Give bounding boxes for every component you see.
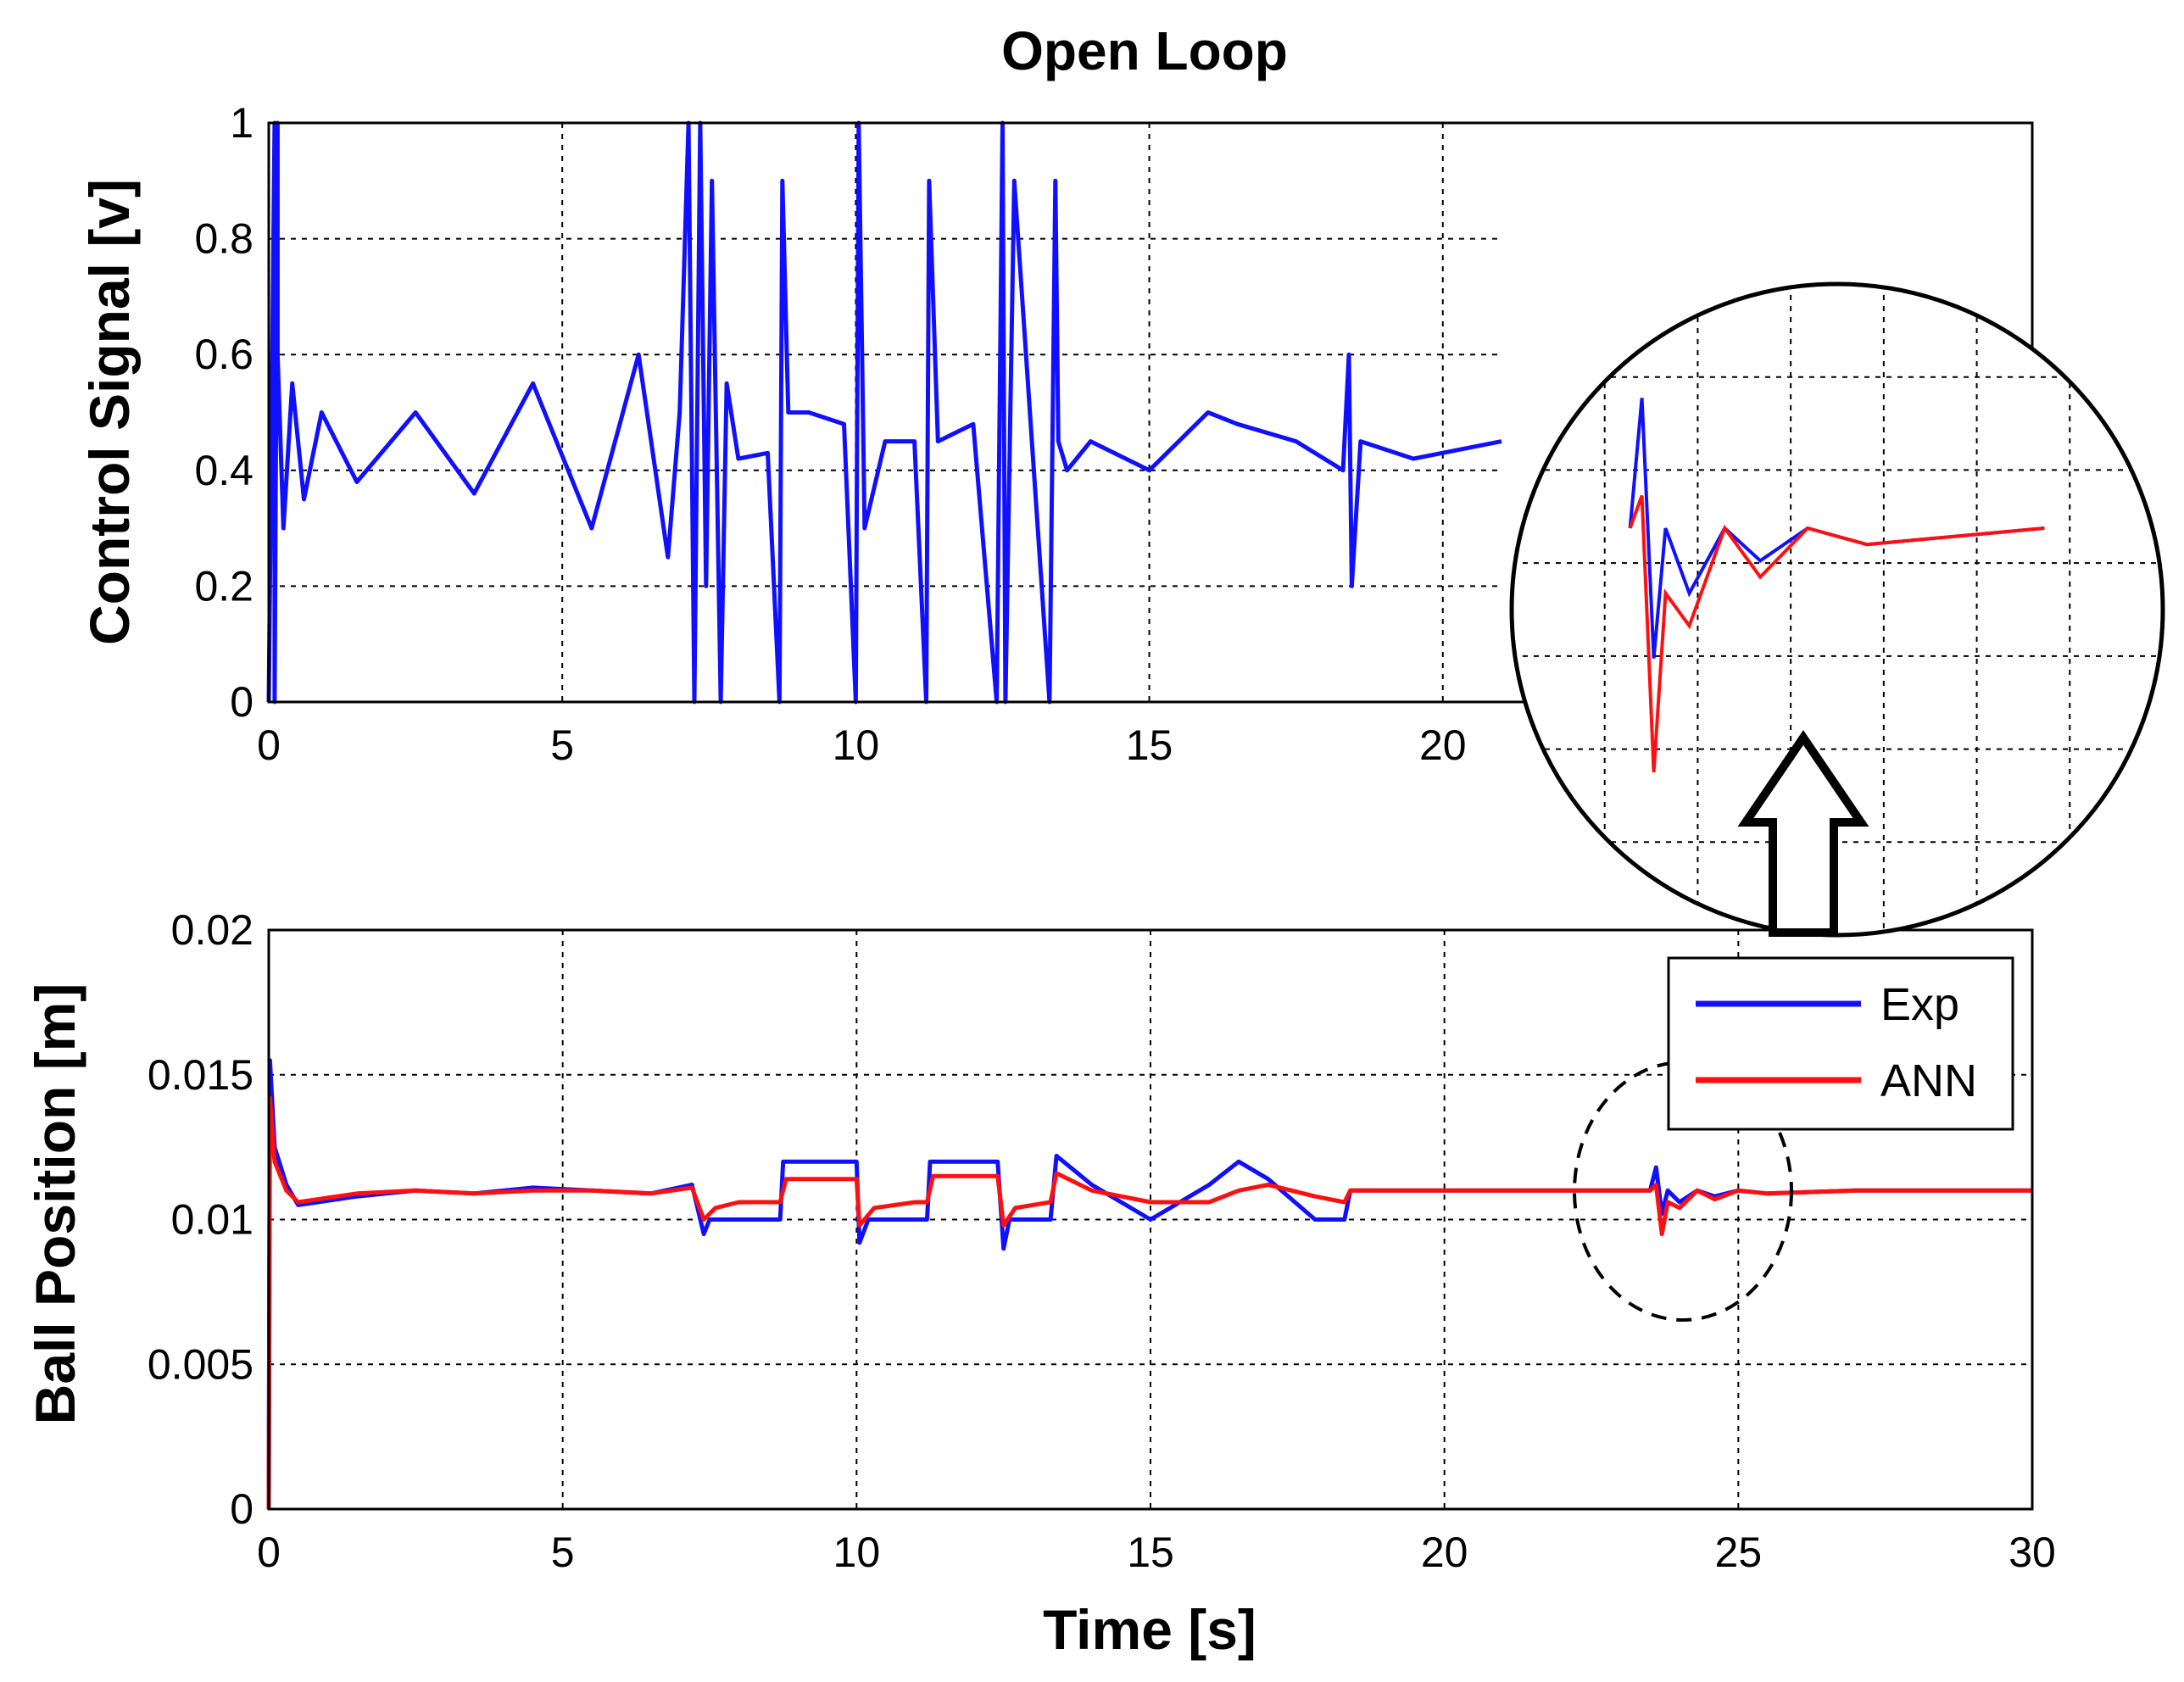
bottom-xtick-label: 15: [1127, 1529, 1174, 1576]
inset-background: [1512, 284, 2163, 935]
bottom-ann-line: [266, 1095, 2032, 1510]
bottom-ytick-label: 0: [230, 1485, 254, 1533]
up-arrow-icon: [1737, 730, 1869, 937]
bottom-xtick-label: 25: [1715, 1529, 1763, 1576]
top-xtick-label: 0: [257, 721, 281, 769]
top-ytick-label: 1: [230, 99, 254, 147]
top-control-signal-line: [266, 120, 1502, 705]
top-xtick-label: 15: [1126, 721, 1173, 769]
top-ytick-label: 0.4: [194, 447, 254, 494]
bottom-xtick-label: 30: [2008, 1529, 2056, 1576]
bottom-ytick-label: 0.005: [148, 1340, 254, 1388]
x-axis-label: Time [s]: [1043, 1598, 1256, 1661]
bottom-ytick-label: 0.01: [171, 1196, 254, 1244]
zoom-inset: [1509, 281, 2165, 938]
figure-title: Open Loop: [1001, 20, 1288, 81]
top-ytick-label: 0.2: [194, 562, 254, 610]
control-signal-plot: 0 5 10 15 20 0 0.2 0.4 0.6 0.8 1 Control Signal [v…: [78, 99, 2034, 769]
top-y-axis-label: Control Signal [v]: [78, 179, 141, 645]
bottom-tick-labels: 0 5 10 15 20 25 30 0 0.005 0.01 0.015 0.02: [148, 906, 2056, 1576]
bottom-xtick-label: 20: [1421, 1529, 1468, 1576]
top-xtick-label: 20: [1419, 721, 1467, 769]
legend-ann-label: ANN: [1880, 1055, 1977, 1106]
bottom-xtick-label: 10: [833, 1529, 881, 1576]
legend-box: [1667, 956, 2014, 1131]
top-xtick-label: 10: [833, 721, 880, 769]
top-tick-labels: 0 5 10 15 20 0 0.2 0.4 0.6 0.8 1: [194, 99, 1466, 769]
bottom-ytick-label: 0.02: [171, 906, 254, 954]
legend: Exp ANN: [1667, 956, 2014, 1131]
legend-exp-label: Exp: [1880, 979, 1959, 1030]
bottom-xtick-label: 0: [257, 1529, 281, 1576]
bottom-plot-frame: [267, 928, 2034, 1511]
bottom-ytick-label: 0.015: [148, 1051, 254, 1099]
bottom-y-axis-label: Ball Position [m]: [24, 983, 86, 1425]
inset-ann-line: [1628, 494, 2045, 773]
bottom-series: [266, 1058, 2032, 1510]
top-ytick-label: 0.8: [194, 215, 254, 263]
top-ytick-label: 0: [230, 678, 254, 726]
ball-position-plot: 0 5 10 15 20 25 30 0 0.005 0.01 0.015 0.02 Ball Pos…: [24, 906, 2056, 1661]
bottom-xtick-label: 5: [551, 1529, 575, 1576]
top-xtick-label: 5: [550, 721, 574, 769]
top-ytick-label: 0.6: [194, 331, 254, 378]
top-gridlines: [269, 123, 1502, 702]
top-series: [266, 120, 1502, 705]
